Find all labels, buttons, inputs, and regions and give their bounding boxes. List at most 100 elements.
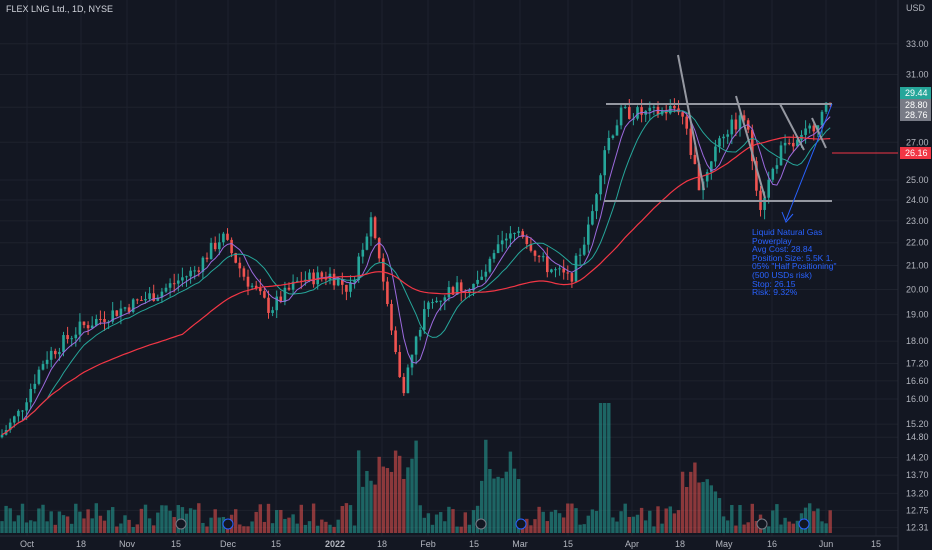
candle-body xyxy=(808,125,811,129)
candle-body xyxy=(607,137,611,151)
candle-body xyxy=(533,250,537,256)
candle-body xyxy=(439,300,442,302)
candle-body xyxy=(8,422,12,431)
candle-body xyxy=(156,297,160,301)
volume-bar xyxy=(41,504,45,533)
volume-bar xyxy=(607,403,611,533)
candle-body xyxy=(218,242,221,250)
volume-bar xyxy=(664,508,668,533)
volume-bar xyxy=(459,526,463,533)
candle-body xyxy=(17,410,20,417)
volume-bar xyxy=(447,506,451,533)
candle-body xyxy=(254,285,258,289)
dividend-marker-icon[interactable] xyxy=(798,518,810,530)
candle-body xyxy=(320,272,324,277)
volume-bar xyxy=(418,505,422,533)
volume-bar xyxy=(188,508,193,533)
volume-bar xyxy=(582,524,586,533)
candle-body xyxy=(763,197,766,210)
dividend-marker-icon[interactable] xyxy=(222,518,234,530)
volume-bar xyxy=(131,526,135,533)
ma-slow-line xyxy=(1,136,831,436)
price-tag xyxy=(900,109,931,121)
candle-body xyxy=(472,283,475,291)
candle-body xyxy=(792,142,795,147)
price-tick-label: 12.31 xyxy=(906,523,929,533)
candle-body xyxy=(283,287,287,302)
price-tick-label: 22.00 xyxy=(906,238,929,248)
candle-body xyxy=(123,307,127,309)
earnings-marker-icon[interactable] xyxy=(475,518,487,530)
volume-bar xyxy=(119,523,123,533)
price-tag xyxy=(900,99,931,111)
candle-body xyxy=(78,321,82,335)
candle-body xyxy=(787,142,791,144)
volume-bar xyxy=(656,506,660,533)
price-tick-label: 14.20 xyxy=(906,453,929,463)
volume-bar xyxy=(816,508,820,533)
volume-bar xyxy=(402,478,406,533)
candle-body xyxy=(423,309,426,330)
candle-body xyxy=(205,257,209,260)
candle-body xyxy=(599,175,602,195)
earnings-marker-icon[interactable] xyxy=(175,518,187,530)
time-tick-label: 15 xyxy=(171,539,181,549)
candle-body xyxy=(353,279,356,283)
volume-bar xyxy=(808,503,812,533)
volume-bar xyxy=(570,503,574,533)
candle-body xyxy=(250,285,254,287)
candle-body xyxy=(714,146,717,162)
time-tick-label: Dec xyxy=(220,539,237,549)
volume-bar xyxy=(106,510,111,533)
volume-bar xyxy=(639,507,644,533)
time-tick-label: 15 xyxy=(469,539,479,549)
candle-body xyxy=(234,253,237,263)
volume-bar xyxy=(311,503,316,533)
volume-bar xyxy=(340,506,344,533)
volume-bar xyxy=(16,515,21,533)
volume-bar xyxy=(541,511,545,533)
volume-bar xyxy=(357,450,361,533)
volume-bar xyxy=(258,504,262,533)
volume-bar xyxy=(644,520,648,533)
candle-body xyxy=(640,107,643,115)
time-tick-label: Feb xyxy=(420,539,436,549)
volume-bar xyxy=(717,498,722,533)
price-tag xyxy=(900,87,931,99)
volume-bar xyxy=(324,521,328,533)
volume-bar xyxy=(545,521,549,533)
time-tick-label: May xyxy=(715,539,733,549)
volume-bar xyxy=(139,508,144,533)
volume-bar xyxy=(443,521,447,533)
price-tick-label: 27.00 xyxy=(906,137,929,147)
volume-bar xyxy=(328,524,332,533)
volume-bar xyxy=(377,456,381,533)
volume-bar xyxy=(828,510,832,533)
volume-bar xyxy=(734,525,738,533)
earnings-marker-icon[interactable] xyxy=(756,518,768,530)
volume-bar xyxy=(566,503,570,533)
price-tag-label: 28.76 xyxy=(905,110,928,120)
volume-bar xyxy=(426,513,431,533)
candle-body xyxy=(136,299,139,301)
volume-bar xyxy=(65,516,70,533)
volume-bar xyxy=(147,518,152,533)
candle-body xyxy=(546,256,549,273)
candle-body xyxy=(705,172,709,182)
volume-bar xyxy=(820,521,824,533)
candle-body xyxy=(62,335,65,352)
candle-body xyxy=(54,350,57,355)
candle-body xyxy=(554,269,557,271)
candle-body xyxy=(488,258,492,272)
candle-body xyxy=(127,307,131,312)
candle-body xyxy=(394,330,397,353)
volume-bar xyxy=(193,509,197,533)
time-tick-label: 18 xyxy=(76,539,86,549)
volume-bar xyxy=(270,523,275,533)
dividend-marker-icon[interactable] xyxy=(515,518,527,530)
volume-bar xyxy=(398,455,402,533)
volume-bar xyxy=(246,526,250,533)
volume-bar xyxy=(754,521,759,533)
volume-bar xyxy=(496,476,500,533)
